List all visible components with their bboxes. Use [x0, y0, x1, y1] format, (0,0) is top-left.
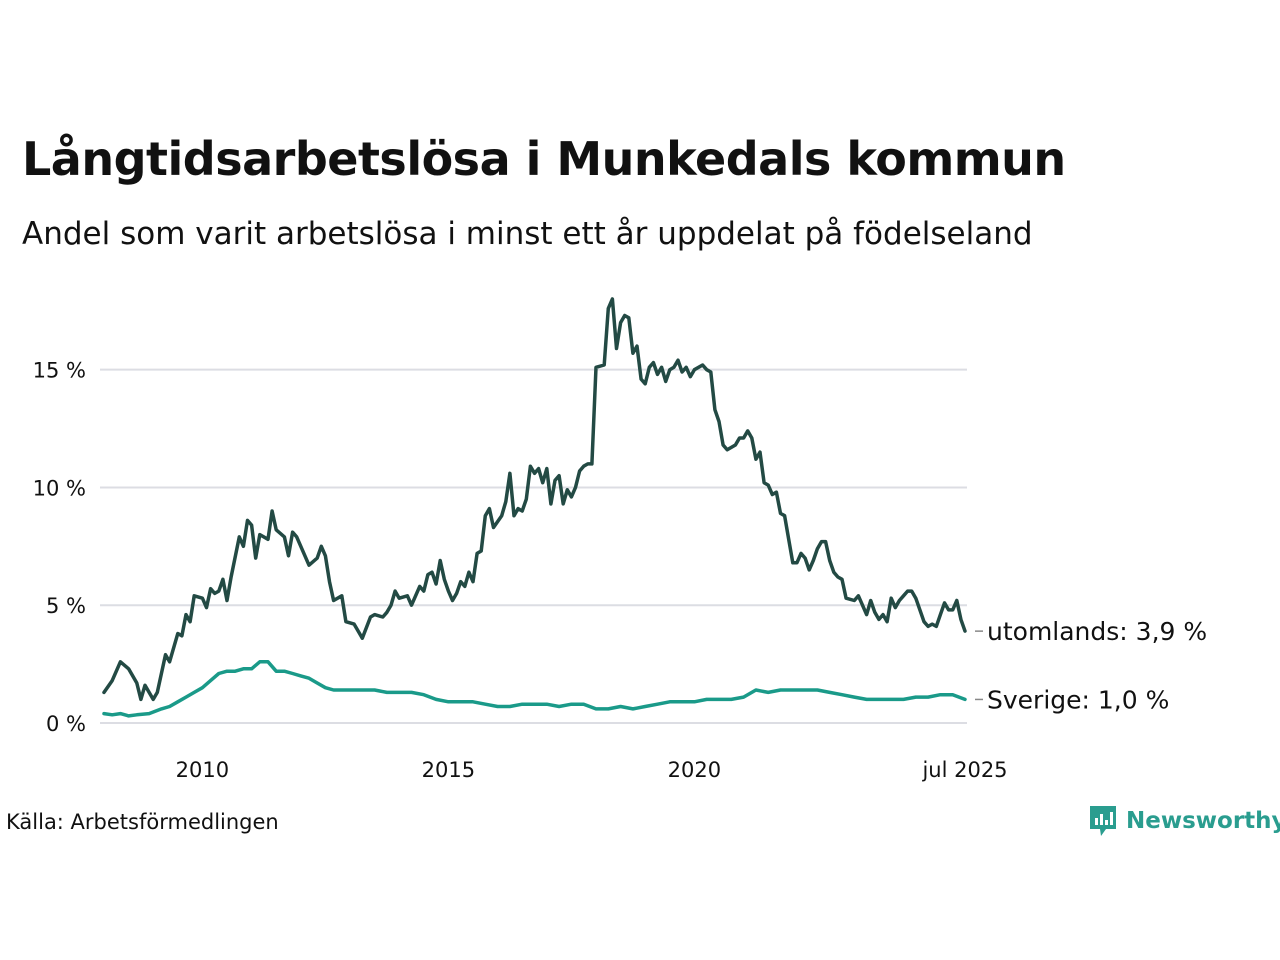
y-tick-label: 10 % [33, 476, 86, 500]
x-tick-label: 2020 [668, 758, 721, 782]
series-end-label: Sverige: 1,0 % [987, 685, 1169, 714]
series-line [102, 660, 967, 718]
y-tick-label: 15 % [33, 359, 86, 383]
newsworthy-logo-icon [1090, 806, 1116, 836]
chart-subtitle: Andel som varit arbetslösa i minst ett å… [22, 216, 1033, 252]
x-tick-label: 2015 [422, 758, 475, 782]
brand-name: Newsworthy [1126, 808, 1280, 834]
series-end-label: utomlands: 3,9 % [987, 617, 1207, 646]
brand-logo: Newsworthy [1088, 804, 1280, 838]
y-tick-label: 5 % [46, 594, 86, 618]
y-tick-label: 0 % [46, 712, 86, 736]
chart-title: Långtidsarbetslösa i Munkedals kommun [22, 132, 1066, 186]
x-tick-label: jul 2025 [921, 758, 1007, 782]
x-tick-label: 2010 [176, 758, 229, 782]
series-line [102, 297, 967, 702]
source-note: Källa: Arbetsförmedlingen [6, 810, 279, 834]
